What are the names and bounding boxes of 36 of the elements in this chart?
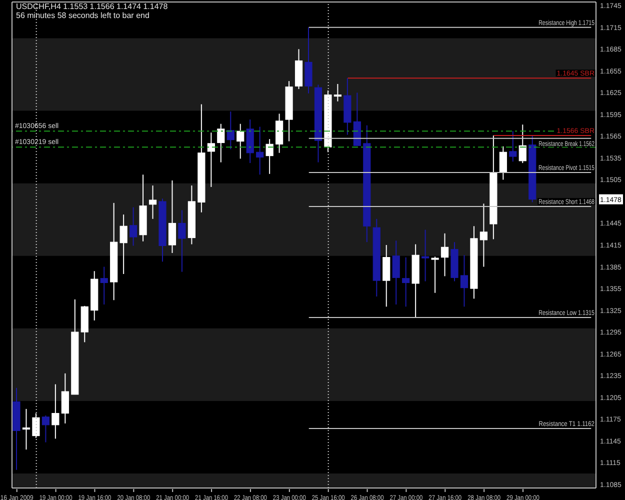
candlestick (61, 372, 69, 424)
candlestick (120, 214, 128, 275)
candlestick (334, 83, 342, 102)
candlestick (422, 229, 430, 282)
candlestick (402, 256, 410, 308)
candlestick (266, 138, 274, 174)
candlestick (382, 244, 390, 308)
candlestick (256, 126, 264, 176)
candlestick (431, 256, 439, 294)
candlestick (130, 206, 138, 246)
series-label: Resistance Break 1.1562 (538, 140, 596, 148)
candlestick (236, 123, 244, 160)
candlestick (353, 92, 361, 146)
candlestick (518, 124, 526, 164)
candlestick (32, 412, 40, 438)
candlestick (460, 254, 468, 308)
candlestick (217, 123, 225, 163)
candlestick (276, 113, 284, 154)
text: 56 minutes 58 seconds left to bar end (16, 11, 150, 20)
candlestick (304, 26, 312, 94)
candlestick (22, 408, 30, 450)
candlestick (509, 130, 517, 162)
candlestick (480, 203, 488, 268)
candlestick (178, 210, 186, 272)
chart-title: USDCHF,H4 1.1553 1.1566 1.1474 1.1478 (16, 2, 168, 11)
candlestick (226, 111, 234, 150)
candlestick (246, 119, 254, 164)
candlestick (168, 180, 176, 254)
candlestick (42, 414, 50, 443)
candlestick (100, 266, 108, 305)
candlestick (499, 146, 507, 180)
candlestick (207, 132, 215, 188)
candlestick (52, 384, 60, 440)
candlestick (392, 240, 400, 305)
candlestick (148, 185, 157, 220)
candlestick (440, 232, 449, 277)
